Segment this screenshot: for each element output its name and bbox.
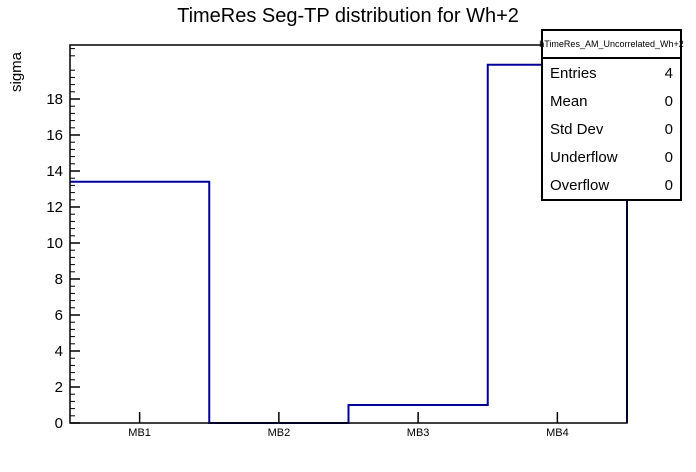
- stats-row-stddev: Std Dev 0: [543, 115, 680, 143]
- y-tick-label: 12: [46, 199, 63, 216]
- stats-box-rows: Entries 4 Mean 0 Std Dev 0 Underflow 0 O…: [543, 59, 680, 199]
- x-tick-label-mb1: MB1: [128, 427, 151, 439]
- plot-title: TimeRes Seg-TP distribution for Wh+2: [177, 5, 519, 27]
- stats-box-title: hTimeRes_AM_Uncorrelated_Wh+2: [539, 31, 684, 59]
- y-tick-label: 16: [46, 127, 63, 144]
- stats-label: Mean: [550, 92, 588, 110]
- stats-label: Overflow: [550, 176, 610, 194]
- stats-value: 4: [664, 64, 673, 82]
- stats-row-underflow: Underflow 0: [543, 143, 680, 171]
- x-tick-label-mb4: MB4: [546, 427, 569, 439]
- plot-frame: [69, 44, 628, 424]
- y-tick-label: 14: [46, 163, 63, 180]
- y-tick-label: 4: [55, 343, 63, 360]
- x-tick-label-mb2: MB2: [267, 427, 291, 439]
- stats-label: Underflow: [550, 148, 618, 166]
- y-tick-label: 8: [55, 271, 63, 288]
- x-tick-label-mb3: MB3: [406, 427, 430, 439]
- stats-value: 0: [664, 176, 673, 194]
- y-tick-label: 2: [55, 379, 63, 396]
- stats-box: hTimeRes_AM_Uncorrelated_Wh+2 Entries 4 …: [539, 29, 684, 201]
- stats-row-entries: Entries 4: [543, 59, 680, 87]
- stats-row-overflow: Overflow 0: [543, 171, 680, 199]
- stats-value: 0: [664, 120, 673, 138]
- stats-value: 0: [664, 148, 673, 166]
- stats-label: Entries: [550, 64, 597, 82]
- y-tick-label: 0: [55, 415, 63, 432]
- stats-label: Std Dev: [550, 120, 604, 138]
- y-axis-label: sigma: [8, 51, 25, 92]
- stats-row-mean: Mean 0: [543, 87, 680, 115]
- y-tick-label: 18: [46, 91, 63, 108]
- y-tick-label: 6: [55, 307, 63, 324]
- stats-value: 0: [664, 92, 673, 110]
- y-tick-label: 10: [46, 235, 63, 252]
